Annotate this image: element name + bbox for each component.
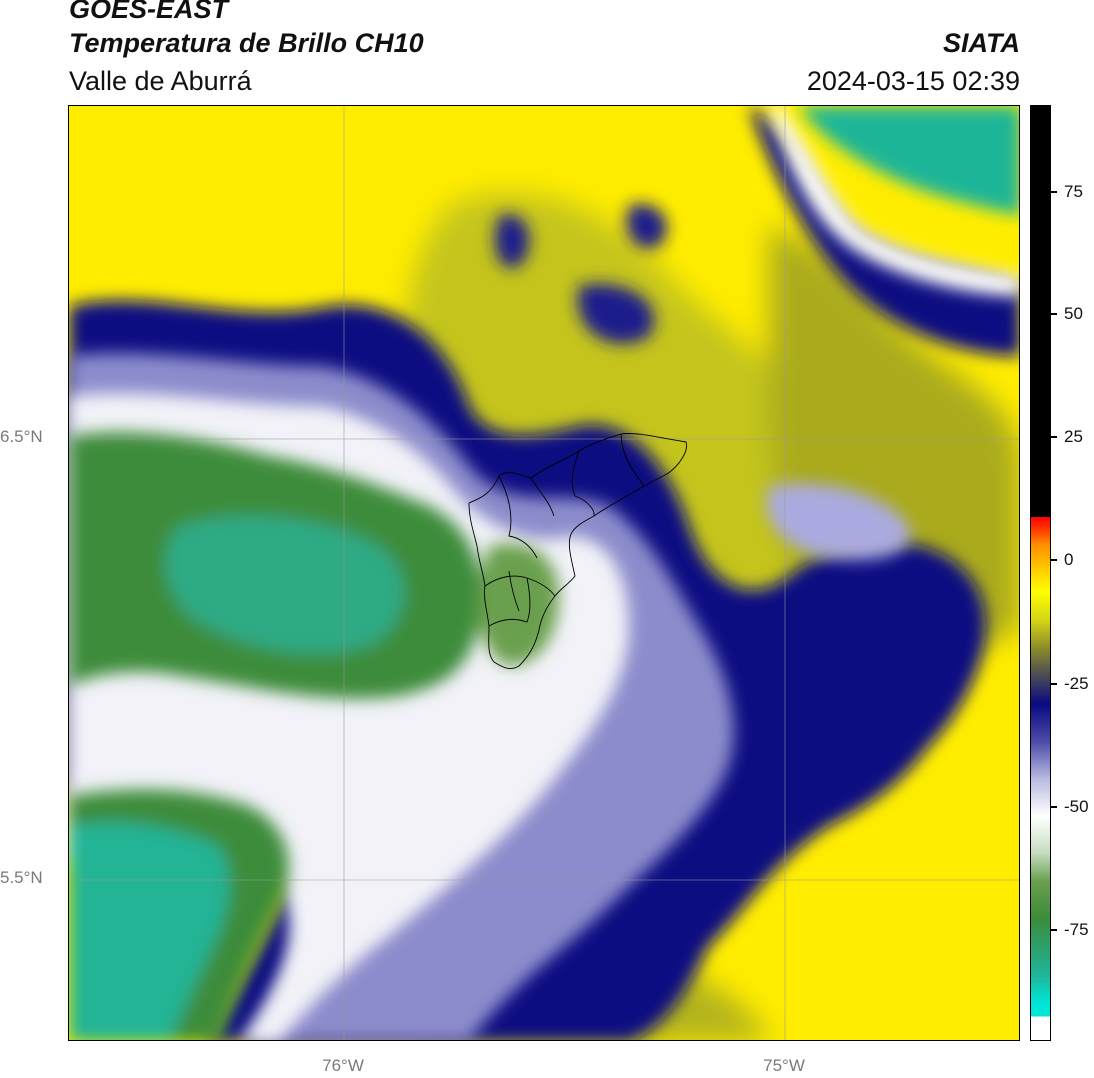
colorbar-label-minus50: -50 [1064, 797, 1089, 816]
region-subtitle: Valle de Aburrá [69, 66, 252, 96]
colorbar [1030, 105, 1051, 1041]
agency-label: SIATA [943, 28, 1020, 58]
valle-de-aburra-outline [468, 433, 687, 669]
product-title: Temperatura de Brillo CH10 [69, 28, 424, 58]
colorbar-label-25: 25 [1064, 427, 1083, 446]
colorbar-tick-50 [1051, 313, 1057, 315]
colorbar-tick-75 [1051, 191, 1057, 193]
colorbar-label-minus25: -25 [1064, 674, 1089, 693]
warm-surface-zones [69, 106, 1019, 1040]
satellite-title: GOES-EAST [69, 0, 229, 24]
lon-label-75: 75°W [763, 1056, 805, 1075]
colorbar-tick-minus75 [1051, 929, 1057, 931]
map-panel [68, 105, 1020, 1041]
colorbar-label-0: 0 [1064, 550, 1074, 569]
municipal-boundaries [468, 433, 687, 669]
colorbar-tick-minus50 [1051, 806, 1057, 808]
colorbar-label-75: 75 [1064, 182, 1083, 201]
colorbar-tick-minus25 [1051, 683, 1057, 685]
timestamp-label: 2024-03-15 02:39 [806, 66, 1020, 96]
brightness-temperature-map [69, 106, 1019, 1040]
map-gridlines [69, 106, 1019, 1040]
colorbar-tick-25 [1051, 436, 1057, 438]
colorbar-label-minus75: -75 [1064, 920, 1089, 939]
lon-label-76: 76°W [322, 1056, 364, 1075]
colorbar-tick-0 [1051, 559, 1057, 561]
lat-label-6.5: 6.5°N [0, 427, 43, 446]
colorbar-label-50: 50 [1064, 304, 1083, 323]
lat-label-5.5: 5.5°N [0, 868, 43, 887]
